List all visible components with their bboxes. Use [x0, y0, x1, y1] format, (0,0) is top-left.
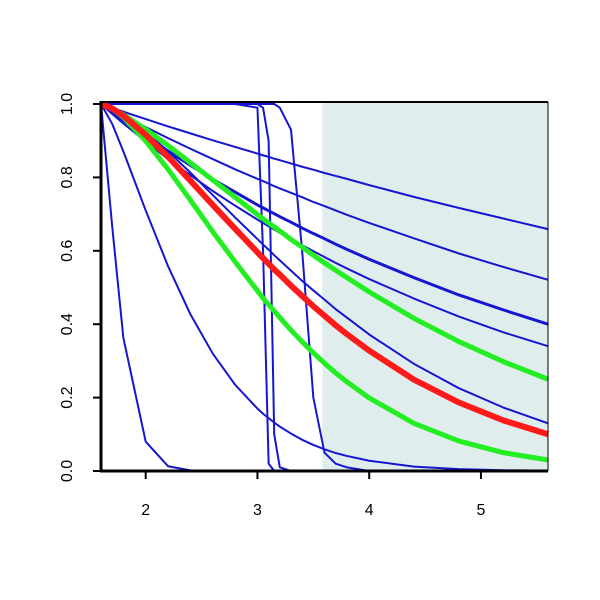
- y-tick-label: 0.2: [59, 386, 76, 408]
- line-series: [100, 103, 549, 281]
- x-tick-label: 2: [141, 502, 150, 519]
- x-tick-label: 5: [476, 502, 485, 519]
- x-tick-label: 4: [365, 502, 374, 519]
- line-series: [100, 103, 549, 425]
- y-tick-label: 0.6: [59, 240, 76, 262]
- line-series: [99, 101, 549, 438]
- line-series: [100, 101, 549, 382]
- y-tick-label: 0.8: [59, 166, 76, 188]
- x-tick-label: 3: [253, 502, 262, 519]
- y-tick-label: 1.0: [59, 93, 76, 115]
- line-series: [100, 103, 549, 231]
- line-series: [100, 101, 549, 463]
- y-tick-label: 0.0: [59, 460, 76, 482]
- line-series: [100, 103, 549, 472]
- y-tick-label: 0.4: [59, 313, 76, 335]
